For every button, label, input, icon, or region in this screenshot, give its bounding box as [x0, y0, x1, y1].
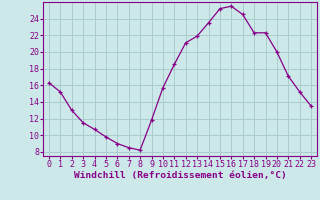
X-axis label: Windchill (Refroidissement éolien,°C): Windchill (Refroidissement éolien,°C)	[74, 171, 286, 180]
